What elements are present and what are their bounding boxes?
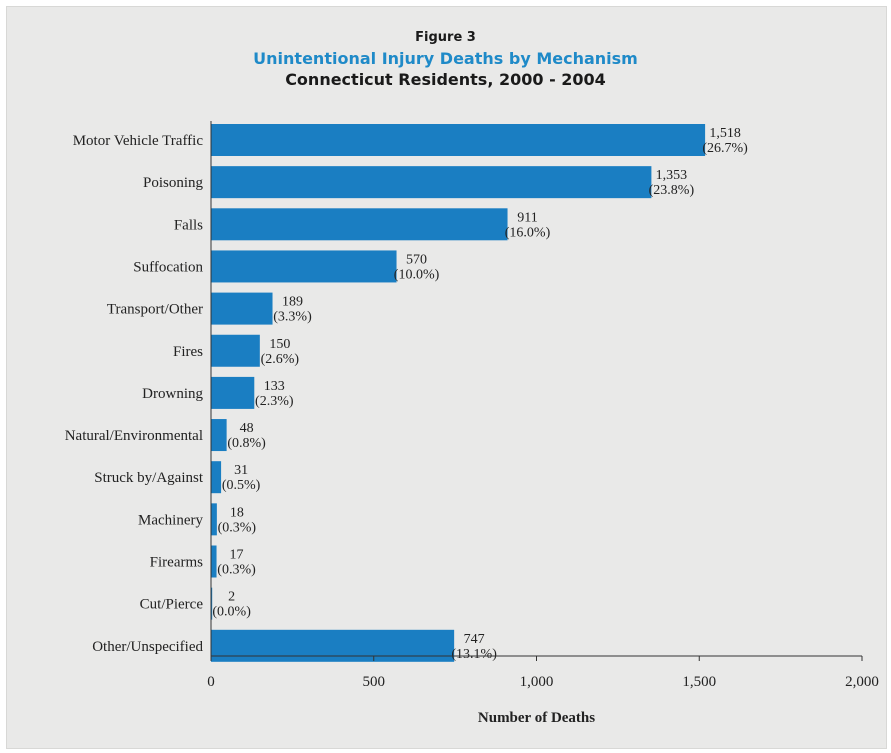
bar [211,629,455,662]
category-label: Cut/Pierce [140,597,204,613]
category-label: Poisoning [143,175,204,191]
value-label: 31 [234,463,248,478]
bar [211,461,222,494]
category-label: Other/Unspecified [92,639,203,655]
category-label: Fires [173,344,203,360]
value-label: 133 [264,379,285,394]
bar [211,334,260,367]
figure-number: Figure 3 [415,30,476,45]
category-label: Natural/Environmental [65,428,203,444]
value-label: 1,353 [656,168,688,183]
category-label: Drowning [142,386,203,402]
category-label: Struck by/Against [94,470,204,486]
category-label: Machinery [138,512,203,528]
percent-label: (0.0%) [212,605,251,620]
value-label: 1,518 [709,126,741,141]
bar [211,545,217,578]
percent-label: (10.0%) [394,267,440,282]
bar [211,503,217,536]
percent-label: (0.5%) [222,478,261,493]
chart-subtitle: Connecticut Residents, 2000 - 2004 [285,70,606,89]
bar [211,124,706,156]
x-tick-label: 1,500 [682,674,716,690]
percent-label: (26.7%) [702,141,748,156]
percent-label: (0.3%) [217,563,256,578]
value-label: 18 [230,505,244,520]
bar [211,419,227,452]
category-label: Suffocation [133,259,203,275]
value-label: 150 [269,337,290,352]
value-label: 2 [228,590,235,605]
value-label: 747 [464,632,485,647]
category-label: Firearms [150,555,203,571]
x-tick-label: 0 [207,674,215,690]
bar [211,166,652,199]
bar [211,587,213,620]
x-tick-label: 2,000 [845,674,879,690]
percent-label: (2.6%) [261,352,300,367]
bar [211,292,273,325]
percent-label: (16.0%) [505,225,551,240]
value-label: 17 [230,548,244,563]
category-label: Transport/Other [107,302,203,318]
percent-label: (0.3%) [218,520,257,535]
bar [211,376,255,409]
value-label: 189 [282,295,303,310]
percent-label: (2.3%) [255,394,294,409]
value-label: 48 [240,421,254,436]
x-axis-title: Number of Deaths [478,710,595,726]
value-label: 570 [406,252,427,267]
percent-label: (3.3%) [273,310,312,325]
bar [211,250,397,283]
x-tick-label: 500 [363,674,386,690]
percent-label: (13.1%) [451,647,497,662]
value-label: 911 [517,210,537,225]
category-label: Falls [174,217,203,233]
x-tick-label: 1,000 [520,674,554,690]
percent-label: (0.8%) [227,436,266,451]
chart-title: Unintentional Injury Deaths by Mechanism [253,49,638,68]
category-label: Motor Vehicle Traffic [73,133,204,149]
bar [211,208,508,241]
percent-label: (23.8%) [649,183,695,198]
